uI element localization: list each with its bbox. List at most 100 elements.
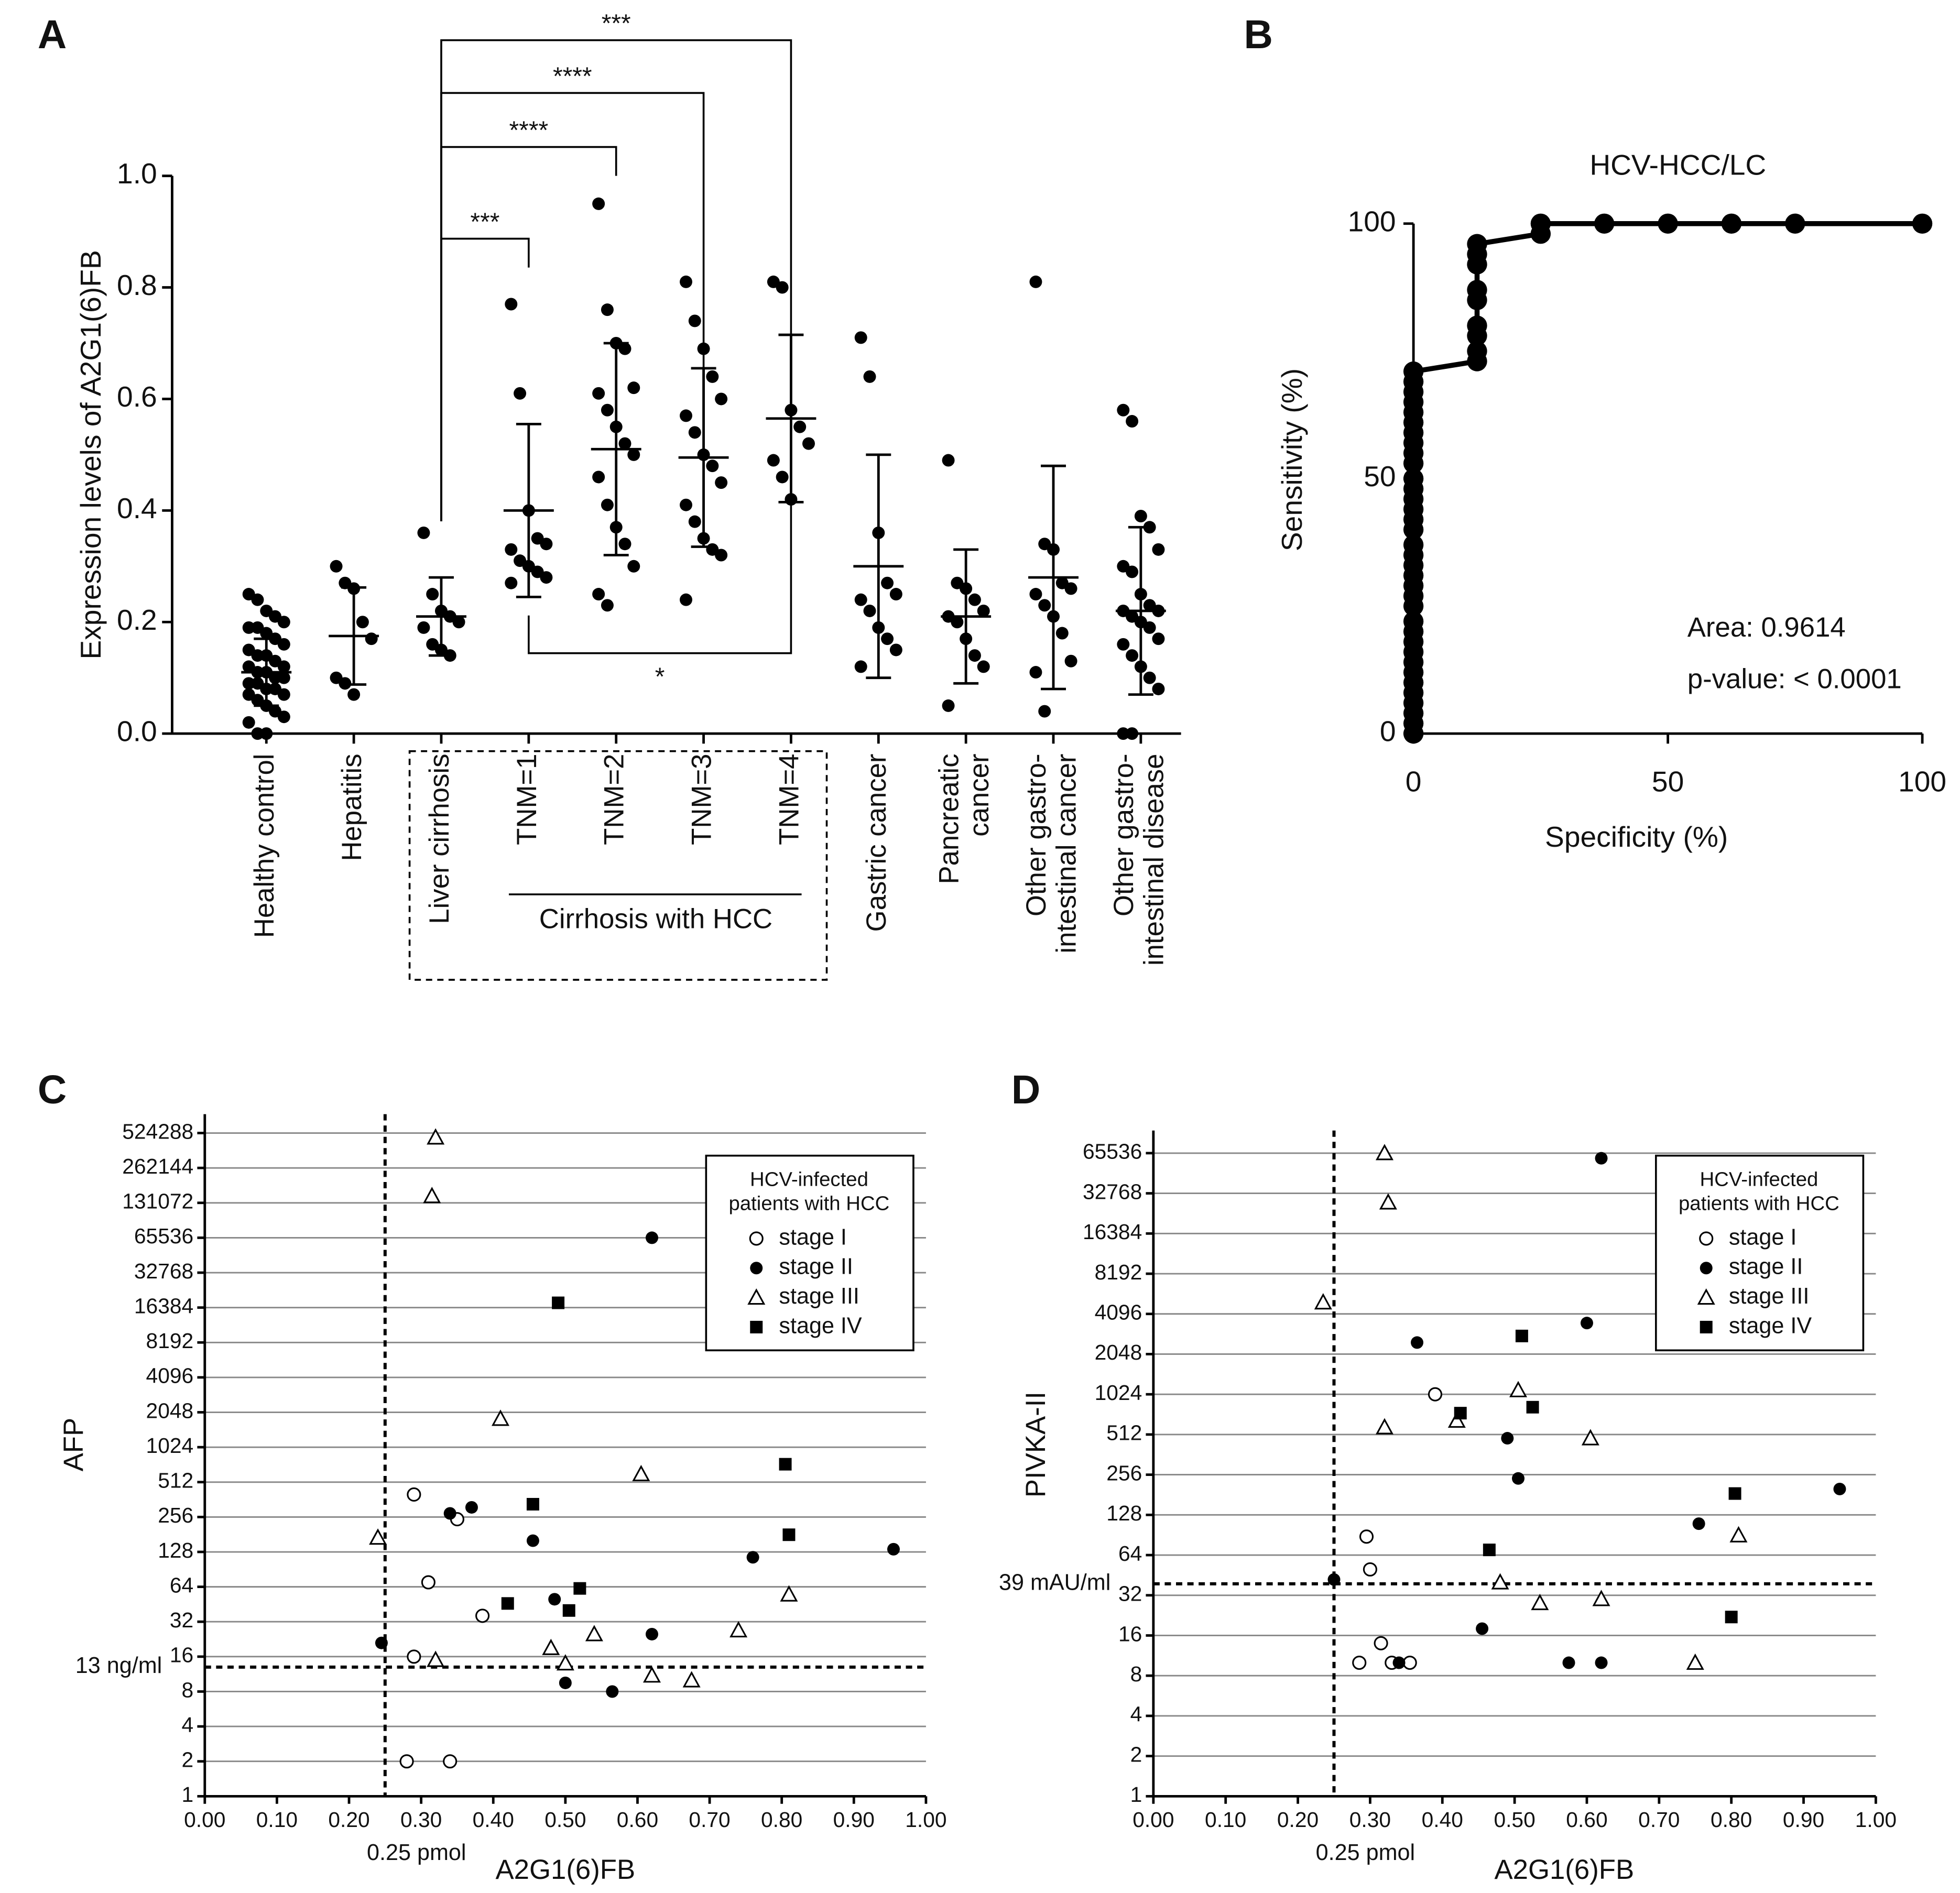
y-tick-label: 131072 (122, 1189, 193, 1213)
data-point (881, 632, 894, 645)
group-box (408, 750, 828, 981)
data-point (1314, 1293, 1332, 1310)
y-tick-label: 262144 (122, 1154, 193, 1178)
y-tick-label: 16 (1118, 1622, 1142, 1646)
data-point (1126, 727, 1139, 740)
data-point (618, 437, 631, 450)
y-axis-label: AFP (58, 1418, 89, 1472)
x-axis-label: Specificity (%) (1545, 820, 1728, 853)
data-point (1064, 654, 1077, 668)
data-point (1038, 599, 1051, 612)
y-axis-label: Sensitivity (%) (1276, 368, 1308, 551)
data-point (627, 448, 640, 461)
data-point (1509, 1381, 1528, 1397)
legend-label: stage II (1729, 1254, 1803, 1279)
data-point (407, 1487, 421, 1502)
data-point (601, 498, 614, 511)
data-point (592, 387, 605, 400)
x-tick-label: 0.40 (1422, 1808, 1463, 1832)
data-point (1143, 621, 1156, 634)
y-tick-label: 512 (1106, 1421, 1142, 1445)
x-tick-label: 0.50 (545, 1808, 586, 1832)
x-tick-label: Other gastro- (1021, 753, 1052, 916)
legend-label: stage III (779, 1284, 859, 1309)
data-point (251, 727, 264, 740)
y-tick-label: 16384 (1083, 1220, 1142, 1244)
x-tick-label: 0.00 (1133, 1808, 1174, 1832)
y-tick-label: 65536 (1083, 1140, 1142, 1164)
data-point (706, 370, 719, 383)
data-point (682, 1671, 701, 1688)
y-tick-label: 64 (1118, 1541, 1142, 1566)
data-point (1055, 627, 1069, 640)
x-tick-label: 0.80 (1711, 1808, 1752, 1832)
data-point (854, 593, 867, 606)
y-tick-label: 0.6 (117, 380, 157, 413)
y-tick-label: 65536 (134, 1224, 193, 1248)
data-point (1126, 649, 1139, 662)
data-point (399, 1754, 414, 1769)
data-point (1363, 1562, 1377, 1577)
data-point (1785, 213, 1805, 234)
data-point (1721, 213, 1742, 234)
data-point (729, 1621, 748, 1638)
data-point (1327, 1573, 1341, 1586)
legend-title: HCV-infected (750, 1168, 868, 1191)
data-point (540, 571, 553, 584)
data-point (421, 1575, 435, 1590)
data-point (889, 643, 902, 656)
y-tick-label: 8192 (1095, 1260, 1142, 1284)
data-point (1686, 1653, 1704, 1670)
data-point (601, 403, 614, 417)
data-point (514, 387, 527, 400)
significance-bracket (440, 92, 705, 521)
y-tick-label: 50 (1364, 460, 1396, 493)
data-point (491, 1409, 510, 1426)
y-tick-label: 32768 (1083, 1179, 1142, 1203)
x-tick-label: 0.60 (617, 1808, 658, 1832)
data-point (548, 1593, 561, 1606)
data-point (715, 549, 728, 562)
data-point (465, 1501, 478, 1514)
data-point (277, 710, 290, 724)
data-point (242, 621, 255, 634)
data-point (863, 370, 876, 383)
data-point (1562, 1656, 1575, 1669)
data-point (1476, 1622, 1489, 1635)
data-point (1403, 361, 1424, 382)
data-point (1467, 315, 1487, 336)
x-tick-label: 0.20 (1277, 1808, 1319, 1832)
data-point (540, 538, 553, 551)
y-tick-label: 1.0 (117, 157, 157, 190)
reference-label: 39 mAU/ml (999, 1570, 1110, 1595)
data-point (688, 426, 701, 439)
data-point (592, 197, 605, 210)
data-point (776, 281, 789, 294)
legend-label: stage III (1729, 1284, 1809, 1309)
data-point (1143, 671, 1156, 684)
data-point (1029, 275, 1042, 288)
data-point (1515, 1329, 1528, 1342)
legend-label: stage IV (779, 1313, 862, 1338)
data-point (505, 298, 518, 311)
data-point (1491, 1573, 1509, 1590)
data-point (1658, 213, 1678, 234)
data-point (526, 1497, 539, 1511)
data-point (1117, 403, 1130, 417)
data-point (330, 560, 343, 573)
legend-label: stage I (779, 1224, 847, 1250)
legend-marker (1699, 1231, 1714, 1246)
x-tick-label: Gastric cancer (861, 753, 892, 932)
y-axis-label: PIVKA-II (1020, 1392, 1051, 1497)
data-point (556, 1654, 574, 1671)
reference-label: 0.25 pmol (1316, 1840, 1415, 1865)
x-tick-label: 1.00 (905, 1808, 946, 1832)
panel-label: C (38, 1068, 67, 1112)
data-point (618, 538, 631, 551)
data-point (452, 616, 465, 629)
data-point (369, 1528, 387, 1545)
data-point (688, 515, 701, 528)
reference-label: 0.25 pmol (367, 1840, 466, 1865)
data-point (505, 576, 518, 589)
significance-bracket (440, 237, 530, 521)
